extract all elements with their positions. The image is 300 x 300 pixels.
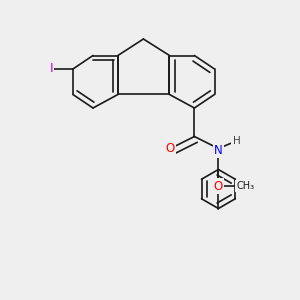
Text: I: I [50,62,53,76]
Text: O: O [214,179,223,193]
Text: CH₃: CH₃ [236,181,254,191]
Text: O: O [166,142,175,155]
Text: N: N [214,144,223,157]
Text: H: H [232,136,240,146]
